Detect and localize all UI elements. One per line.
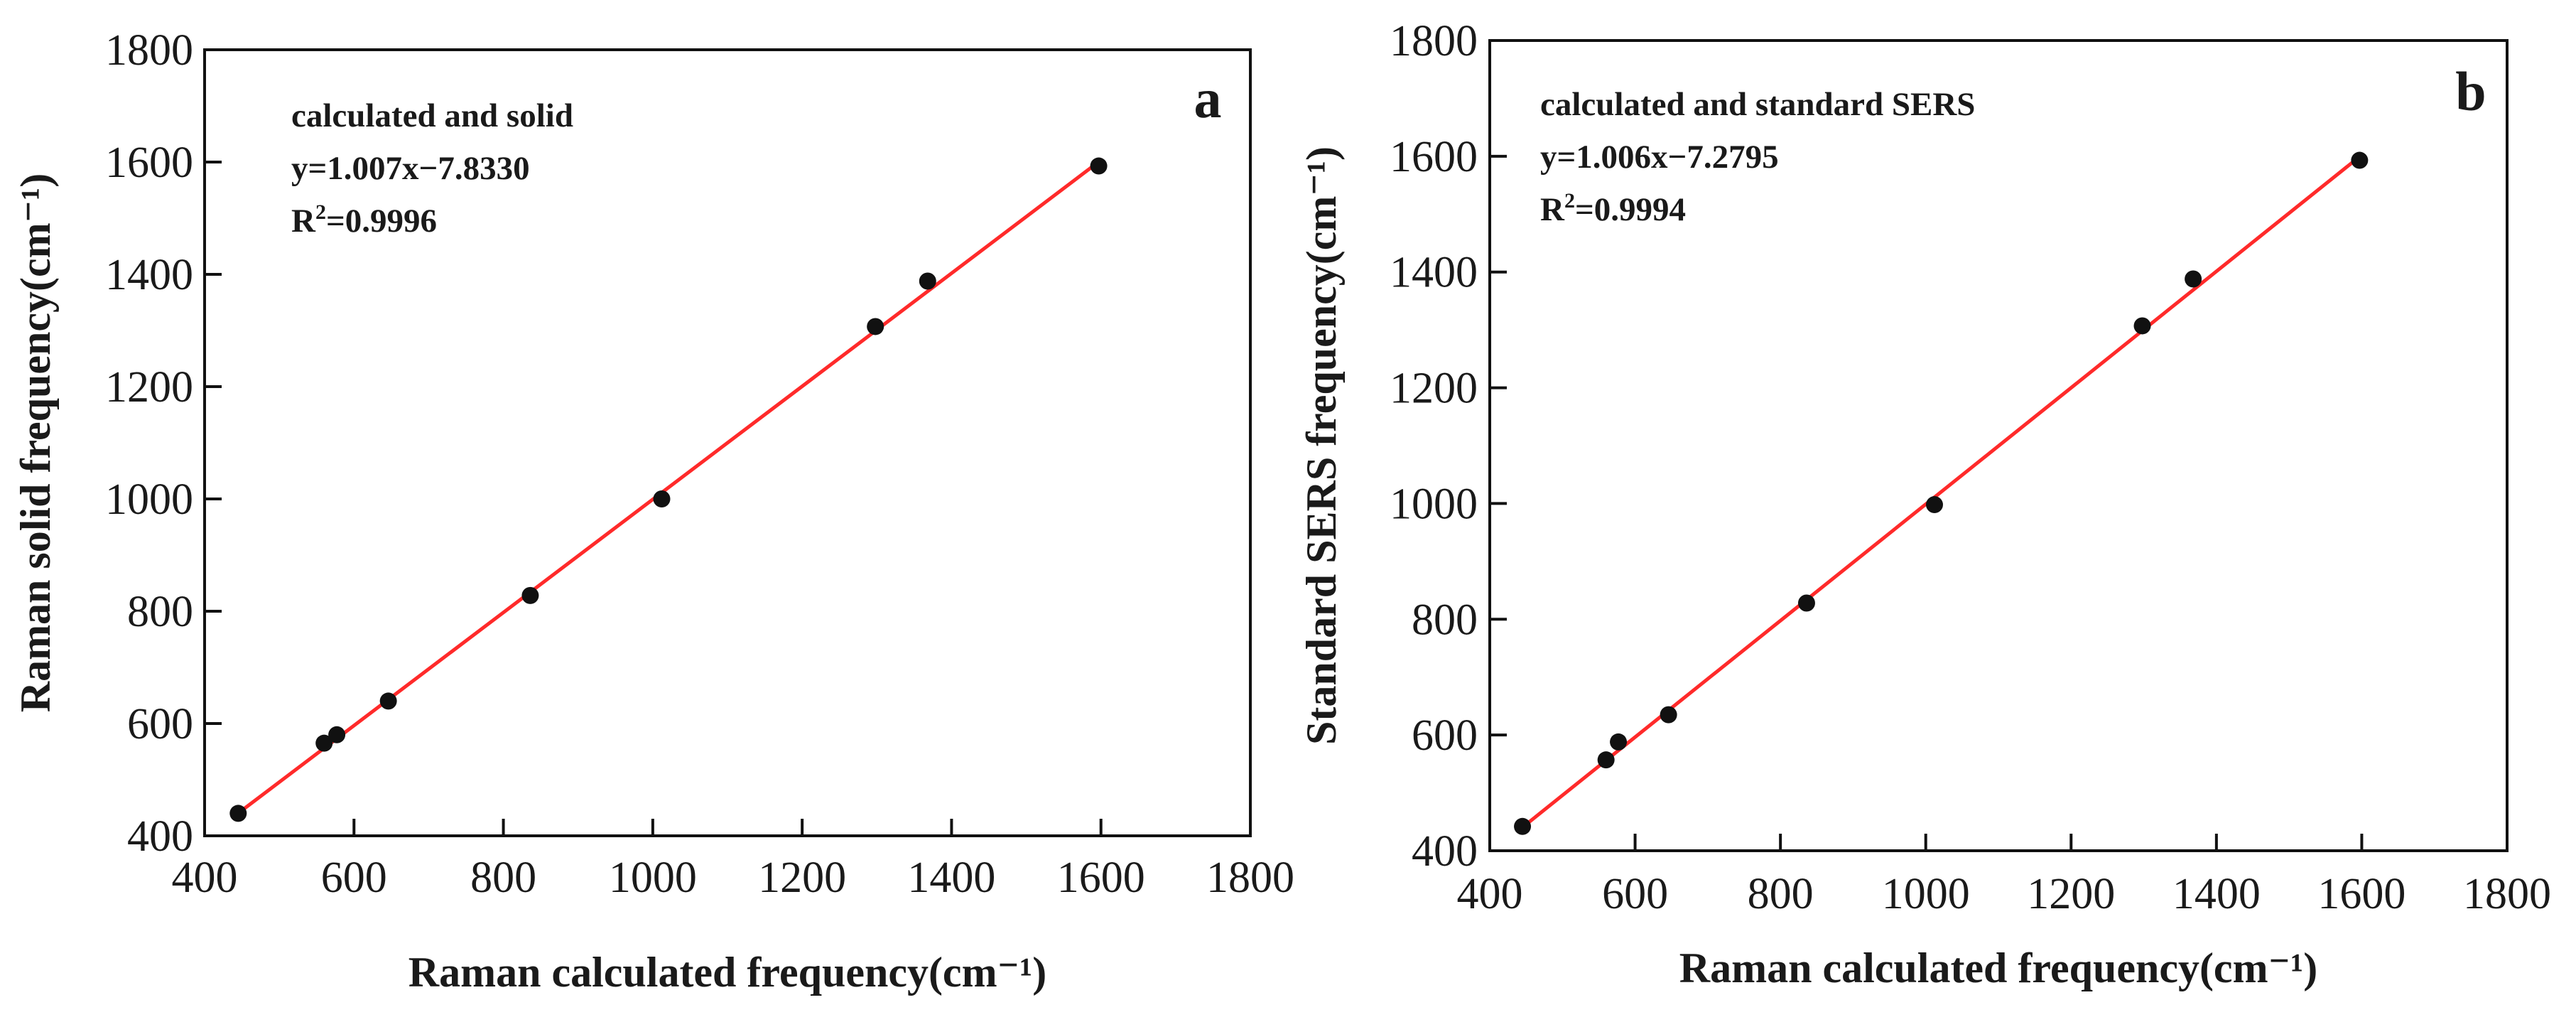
panel-b: 400 600 800 1000 1200 1400 1600 1800 400 600 800 10… bbox=[1298, 17, 2551, 991]
y-tick-label: 1400 bbox=[105, 251, 193, 299]
plot-frame bbox=[1488, 39, 2509, 852]
y-tick-label: 1600 bbox=[1390, 133, 1478, 181]
data-point bbox=[2185, 270, 2202, 288]
data-point bbox=[653, 490, 671, 507]
annotation-title: calculated and standard SERS bbox=[1540, 86, 1975, 123]
annotation-title: calculated and solid bbox=[291, 97, 573, 134]
y-tick-label: 600 bbox=[1412, 711, 1478, 760]
r-squared-symbol: R bbox=[291, 203, 316, 240]
panel-a: 400 600 800 1000 1200 1400 1600 1800 400 600 800 10… bbox=[12, 26, 1294, 996]
fit-equation: y=1.006x−7.2795 bbox=[1540, 139, 1779, 176]
x-tick-label: 1600 bbox=[2317, 870, 2405, 918]
data-point bbox=[521, 586, 539, 604]
y-tick-label: 800 bbox=[127, 588, 193, 636]
y-tick-label: 1400 bbox=[1390, 249, 1478, 297]
y-tick-label: 600 bbox=[127, 700, 193, 748]
x-tick-label: 800 bbox=[1748, 870, 1814, 918]
fit-line bbox=[237, 160, 1100, 815]
x-tick-label: 1200 bbox=[758, 854, 846, 902]
data-point bbox=[229, 805, 247, 822]
data-point bbox=[379, 692, 397, 710]
data-point bbox=[1925, 496, 1943, 514]
data-point bbox=[919, 272, 936, 290]
fit-equation: y=1.007x−7.8330 bbox=[291, 150, 530, 187]
data-point bbox=[1597, 751, 1615, 769]
y-tick-label: 1000 bbox=[105, 475, 193, 524]
fit-line bbox=[1521, 155, 2361, 829]
y-tick-label: 1800 bbox=[105, 26, 193, 75]
x-tick-label: 1400 bbox=[907, 854, 995, 902]
y-tick-label: 1200 bbox=[105, 363, 193, 412]
x-tick-label: 1800 bbox=[2463, 870, 2551, 918]
x-tick-label: 1400 bbox=[2172, 870, 2261, 918]
x-tick-label: 600 bbox=[1602, 870, 1668, 918]
data-point bbox=[315, 734, 333, 752]
data-point bbox=[2133, 317, 2151, 335]
r-squared: R2=0.9996 bbox=[291, 200, 437, 240]
data-point bbox=[1797, 594, 1815, 612]
data-point bbox=[328, 726, 346, 743]
data-point bbox=[1514, 817, 1532, 835]
y-axis-title: Raman solid frequency(cm⁻¹) bbox=[12, 173, 59, 713]
x-tick-label: 1200 bbox=[2027, 870, 2115, 918]
data-point bbox=[867, 318, 884, 335]
y-tick-label: 1200 bbox=[1390, 365, 1478, 413]
r-squared-symbol: R bbox=[1540, 191, 1565, 228]
y-tick-label: 800 bbox=[1412, 596, 1478, 644]
plot-frame bbox=[203, 48, 1252, 837]
x-tick-label: 400 bbox=[1457, 870, 1523, 918]
data-point bbox=[2351, 151, 2369, 169]
y-tick-label: 400 bbox=[127, 812, 193, 861]
r-squared-superscript: 2 bbox=[315, 200, 326, 224]
r-squared-value: =0.9996 bbox=[326, 203, 437, 240]
x-axis-title: Raman calculated frequency(cm⁻¹) bbox=[408, 949, 1046, 996]
x-tick-label: 600 bbox=[321, 854, 387, 902]
y-tick-label: 1800 bbox=[1390, 17, 1478, 65]
x-tick-label: 1600 bbox=[1057, 854, 1145, 902]
x-tick-label: 1000 bbox=[609, 854, 697, 902]
data-point bbox=[1610, 733, 1628, 751]
data-point bbox=[1090, 157, 1108, 175]
y-tick-label: 1600 bbox=[105, 139, 193, 187]
r-squared: R2=0.9994 bbox=[1540, 189, 1686, 228]
panel-label: a bbox=[1194, 68, 1222, 129]
y-tick-label: 400 bbox=[1412, 827, 1478, 876]
y-axis-title: Standard SERS frequency(cm⁻¹) bbox=[1298, 146, 1345, 745]
x-tick-label: 1000 bbox=[1882, 870, 1970, 918]
r-squared-superscript: 2 bbox=[1564, 189, 1575, 213]
data-point bbox=[1660, 706, 1677, 724]
x-tick-label: 800 bbox=[470, 854, 536, 902]
panel-label: b bbox=[2455, 60, 2486, 122]
x-axis-title: Raman calculated frequency(cm⁻¹) bbox=[1679, 945, 2317, 991]
x-tick-label: 1800 bbox=[1206, 854, 1294, 902]
y-tick-label: 1000 bbox=[1390, 480, 1478, 528]
r-squared-value: =0.9994 bbox=[1575, 191, 1686, 228]
x-tick-label: 400 bbox=[172, 854, 238, 902]
